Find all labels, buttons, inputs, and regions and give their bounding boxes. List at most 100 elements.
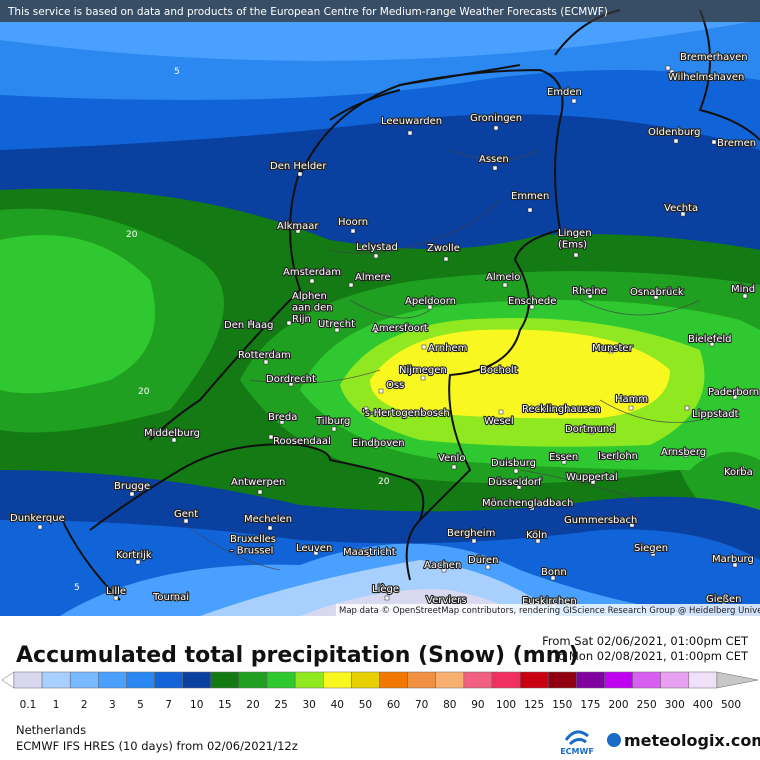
city-dot [535, 538, 541, 544]
legend-label: 400 [693, 699, 713, 711]
brand[interactable]: meteologix.com [624, 731, 760, 750]
city-label: Utrecht [318, 319, 355, 330]
city-dot [288, 381, 294, 387]
legend-label: 300 [665, 699, 685, 711]
city-label: Venlo [438, 453, 465, 464]
legend-label: 15 [218, 699, 231, 711]
city-dot [173, 596, 179, 602]
city-dot [334, 327, 340, 333]
legend-label: 125 [524, 699, 544, 711]
legend-label: 70 [415, 699, 428, 711]
city-label: Arnhem [428, 343, 467, 354]
city-label: Düsseldorf [488, 477, 542, 488]
city-dot [421, 344, 427, 350]
legend-swatch [688, 671, 718, 689]
contour-label: 20 [126, 230, 138, 240]
city-label: Recklinghausen [522, 404, 601, 415]
city-label: Gießen [706, 594, 741, 605]
city-dot [608, 348, 614, 354]
legend-label: 25 [274, 699, 287, 711]
city-label: Assen [479, 154, 509, 165]
city-label: Emmen [511, 191, 549, 202]
city-label: Apeldoorn [405, 296, 456, 307]
city-label: Zwolle [427, 243, 460, 254]
legend-arrow [716, 671, 759, 689]
legend-swatch [266, 671, 296, 689]
city-label: 's-Hertogenbosch [362, 408, 450, 419]
legend-label: 5 [137, 699, 144, 711]
city-label: Rijn [292, 314, 311, 325]
legend-label: 90 [471, 699, 484, 711]
city-label: - Brussel [230, 546, 273, 557]
legend-label: 3 [109, 699, 116, 711]
city-label: Mechelen [244, 514, 292, 525]
city-label: Lille [106, 586, 126, 597]
city-dot [589, 429, 595, 435]
city-dot [279, 419, 285, 425]
legend-label: 30 [303, 699, 316, 711]
legend-swatch [660, 671, 690, 689]
city-dot [709, 341, 715, 347]
legend-swatch [632, 671, 661, 689]
city-label: Rotterdam [238, 350, 291, 361]
city-dot [183, 518, 189, 524]
legend-swatch [547, 671, 577, 689]
city-dot [471, 538, 477, 544]
legend-swatch [210, 671, 240, 689]
city-dot [669, 69, 675, 75]
city-label: Essen [549, 452, 578, 463]
ecmwf-label: ECMWF [560, 747, 594, 756]
city-label: Osnabrück [630, 287, 684, 298]
city-label: Marburg [712, 554, 754, 565]
city-dot [268, 434, 274, 440]
legend-label: 60 [387, 699, 400, 711]
city-label: Duisburg [491, 458, 536, 469]
city-dot [529, 304, 535, 310]
legend-label: 100 [496, 699, 516, 711]
legend-swatch [126, 671, 155, 689]
city-label: Bielefeld [688, 334, 732, 345]
legend-label: 500 [721, 699, 741, 711]
city-label: Wilhelmshaven [668, 72, 744, 83]
city-dot [113, 595, 119, 601]
borders [59, 9, 760, 601]
legend-swatch [154, 671, 183, 689]
city-label: Oss [386, 380, 404, 391]
city-label: Amsterdam [283, 267, 341, 278]
city-label: Köln [526, 530, 547, 541]
legend-swatch [182, 671, 212, 689]
attribution-bg [336, 604, 760, 616]
city-dot [615, 456, 621, 462]
city-label: Mind [731, 284, 755, 295]
legend-label: 0.1 [20, 699, 37, 711]
city-label: Wesel [484, 416, 514, 427]
border [89, 443, 425, 531]
city-dot [348, 282, 354, 288]
city-dot [497, 366, 503, 372]
city-label: Almelo [486, 272, 520, 283]
city-dot [451, 464, 457, 470]
city-label: Middelburg [144, 428, 200, 439]
city-label: aan den [292, 303, 333, 314]
legend-label: 50 [359, 699, 372, 711]
city-dot [498, 409, 504, 415]
city-label: Dortmund [565, 424, 616, 435]
legend-arrow [1, 671, 15, 689]
legend-swatch [576, 671, 605, 689]
legend-label: 10 [190, 699, 203, 711]
city-label: Arnsberg [661, 447, 706, 458]
ecmwf-logo [564, 730, 589, 746]
legend-label: 80 [443, 699, 456, 711]
contour-label: 5 [174, 67, 180, 77]
city-dot [590, 479, 596, 485]
legend-swatch [13, 671, 43, 689]
city-label: Almere [355, 272, 391, 283]
city-label: Tournai [152, 592, 189, 603]
city-label: Iserlohn [598, 451, 638, 462]
contour-labels: 5 20 20 20 5 [74, 67, 390, 593]
city-dot [252, 547, 258, 553]
city-label: Hoorn [338, 217, 368, 228]
city-dot [257, 489, 263, 495]
city-dot [295, 228, 301, 234]
city-dot [502, 282, 508, 288]
